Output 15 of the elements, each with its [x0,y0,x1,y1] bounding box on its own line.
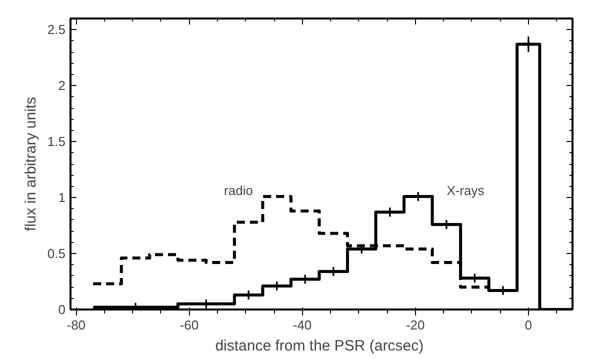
x-axis-title: distance from the PSR (arcsec) [215,338,424,354]
x-tick-label: -20 [406,318,425,332]
y-tick-label: 1.5 [47,134,66,150]
y-tick-label: 2 [58,78,66,94]
y-tick-label: 2.5 [47,22,66,38]
annotation: radio [224,183,253,198]
y-tick-label: 0.5 [47,246,66,262]
x-tick-label: 0 [524,318,532,332]
y-tick-label: 0 [58,302,66,317]
y-axis-title: flux in arbitrary units [22,96,40,232]
annotation: X-rays [446,183,485,198]
x-tick-label: -40 [292,318,312,332]
x-tick-label: -80 [66,318,86,332]
y-tick-label: 1 [58,190,66,206]
x-tick-label: -60 [180,318,199,332]
